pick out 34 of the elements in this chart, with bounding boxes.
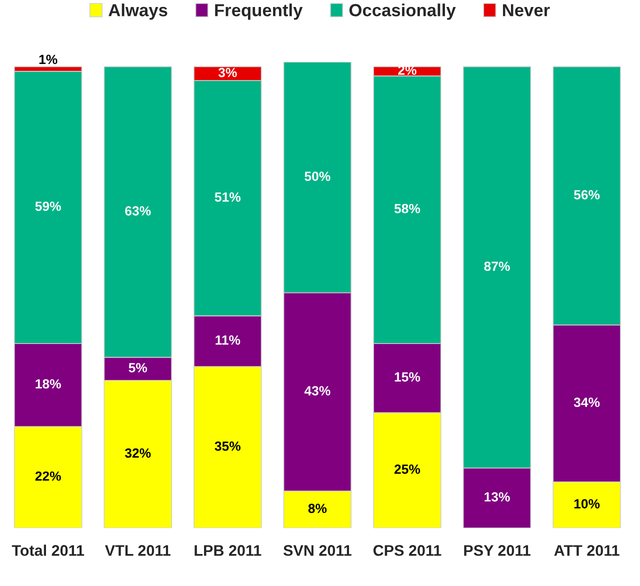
- data-label: 59%: [35, 202, 61, 211]
- data-label: 50%: [304, 172, 330, 181]
- data-label: 18%: [36, 379, 61, 389]
- data-label: 22%: [35, 471, 61, 481]
- x-tick-label: PSY 2011: [464, 545, 530, 556]
- x-tick-label: VTL 2011: [104, 545, 170, 556]
- x-tick-label: CPS 2011: [373, 545, 442, 556]
- data-label: 25%: [394, 464, 420, 474]
- x-tick-label: ATT 2011: [554, 545, 620, 556]
- data-label: 56%: [574, 190, 600, 200]
- data-label: 2%: [398, 66, 416, 75]
- data-label: 35%: [214, 441, 241, 451]
- data-label: 32%: [124, 448, 151, 458]
- data-label: 58%: [394, 204, 420, 214]
- data-label: 63%: [125, 206, 151, 216]
- data-label: 43%: [304, 386, 330, 396]
- data-label: 11%: [216, 335, 240, 345]
- data-label: 3%: [218, 68, 237, 78]
- legend-label: Occasionally: [349, 4, 456, 20]
- data-label: 10%: [574, 499, 600, 508]
- legend-label: Frequently: [215, 4, 303, 20]
- x-tick-label: LPB 2011: [194, 545, 262, 556]
- data-label: 1%: [39, 54, 58, 64]
- legend-label: Always: [108, 4, 168, 20]
- data-label: 5%: [128, 363, 148, 372]
- data-label: 15%: [394, 372, 420, 382]
- data-label: 34%: [574, 398, 600, 408]
- x-tick-label: Total 2011: [12, 544, 84, 556]
- data-label: 8%: [308, 504, 327, 514]
- data-label: 51%: [214, 192, 241, 202]
- data-label: 87%: [484, 262, 510, 271]
- x-tick-label: SVN 2011: [283, 545, 352, 556]
- legend-label: Never: [502, 4, 550, 16]
- data-label: 13%: [484, 492, 510, 502]
